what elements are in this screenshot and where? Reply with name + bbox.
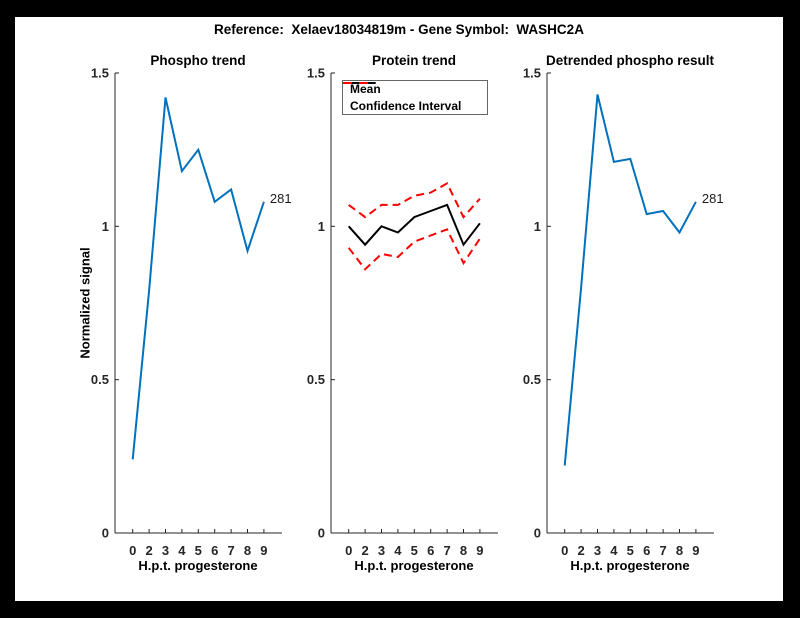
subplot-title-detrended-phospho: Detrended phospho result — [545, 53, 715, 68]
svg-text:6: 6 — [427, 543, 434, 558]
svg-text:1: 1 — [534, 219, 541, 234]
svg-text:1.5: 1.5 — [307, 66, 325, 81]
subplot-title-phospho-trend: Phospho trend — [150, 53, 246, 68]
svg-text:2: 2 — [361, 543, 368, 558]
legend-label-confidence-interval: Confidence Interval — [350, 99, 462, 113]
svg-text:0.5: 0.5 — [523, 372, 541, 387]
svg-text:1.5: 1.5 — [523, 66, 541, 81]
svg-text:1: 1 — [102, 219, 109, 234]
svg-text:3: 3 — [594, 543, 601, 558]
series-confidence-upper — [348, 182, 481, 219]
svg-text:0.5: 0.5 — [91, 372, 109, 387]
svg-text:0: 0 — [534, 526, 541, 541]
confidence-interval-line-icon — [343, 82, 376, 84]
svg-text:7: 7 — [443, 543, 450, 558]
svg-text:5: 5 — [411, 543, 418, 558]
figure-canvas: Reference: Xelaev18034819m - Gene Symbol… — [15, 17, 783, 601]
series-detrended-phospho-signal — [563, 94, 697, 466]
svg-text:8: 8 — [460, 543, 467, 558]
svg-text:7: 7 — [659, 543, 666, 558]
subplot-title-protein-trend: Protein trend — [371, 53, 457, 68]
subplot-1: 0 2 3 4 5 6 7 8 900.511.5 — [307, 66, 498, 558]
series-end-label: 281 — [702, 191, 724, 206]
svg-text:8: 8 — [244, 543, 251, 558]
figure-title: Reference: Xelaev18034819m - Gene Symbol… — [214, 22, 584, 37]
series-mean — [347, 203, 481, 247]
x-axis-label-2: H.p.t. progesterone — [354, 558, 474, 573]
x-axis-label-1: H.p.t. progesterone — [138, 558, 258, 573]
svg-text:0: 0 — [102, 526, 109, 541]
y-axis-label: Normalized signal — [77, 247, 93, 359]
svg-text:1.5: 1.5 — [91, 66, 109, 81]
x-axis-label-3: H.p.t. progesterone — [570, 558, 690, 573]
svg-text:6: 6 — [211, 543, 218, 558]
svg-text:7: 7 — [227, 543, 234, 558]
series-end-label: 281 — [270, 191, 292, 206]
svg-text:6: 6 — [643, 543, 650, 558]
series-confidence-lower — [347, 228, 481, 271]
svg-text:3: 3 — [162, 543, 169, 558]
svg-text:0.5: 0.5 — [307, 372, 325, 387]
svg-text:4: 4 — [610, 543, 618, 558]
svg-text:2: 2 — [145, 543, 152, 558]
svg-text:5: 5 — [627, 543, 634, 558]
svg-text:5: 5 — [195, 543, 202, 558]
legend-row-confidence-interval: Confidence Interval — [343, 82, 487, 113]
svg-text:1: 1 — [318, 219, 325, 234]
svg-text:9: 9 — [260, 543, 267, 558]
svg-text:2: 2 — [577, 543, 584, 558]
legend-label-mean: Mean — [350, 82, 381, 96]
svg-text:3: 3 — [378, 543, 385, 558]
svg-text:0: 0 — [345, 543, 352, 558]
svg-text:9: 9 — [692, 543, 699, 558]
svg-text:0: 0 — [561, 543, 568, 558]
svg-text:0: 0 — [318, 526, 325, 541]
legend: Mean Confidence Interval — [342, 80, 488, 115]
svg-text:4: 4 — [178, 543, 186, 558]
svg-text:0: 0 — [129, 543, 136, 558]
svg-text:8: 8 — [676, 543, 683, 558]
series-phospho-signal — [131, 97, 265, 460]
svg-text:9: 9 — [476, 543, 483, 558]
svg-text:4: 4 — [394, 543, 402, 558]
